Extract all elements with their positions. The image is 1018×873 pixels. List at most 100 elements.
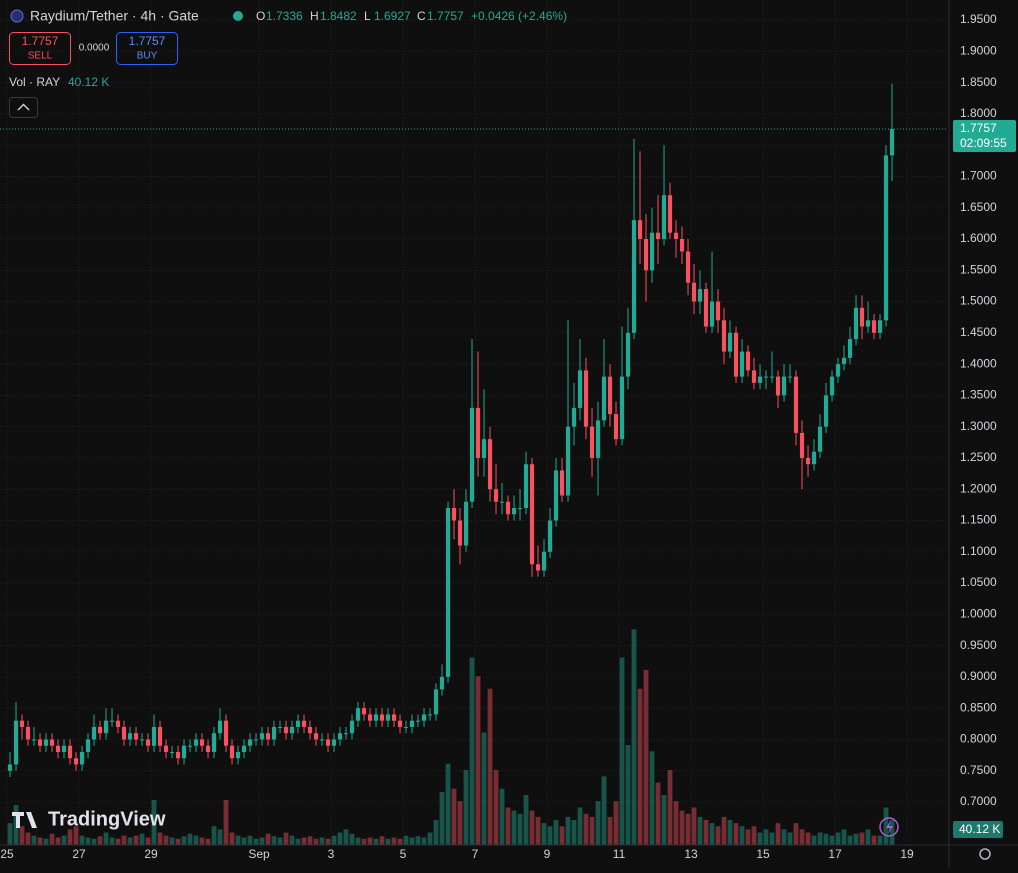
volume-bar (649, 751, 655, 845)
candle-body (85, 739, 91, 752)
volume-bar (541, 823, 547, 845)
candle-body (625, 332, 631, 377)
symbol-title[interactable]: Raydium/Tether · 4h · Gate (30, 8, 199, 24)
candle-body (133, 733, 139, 740)
candle-body (763, 376, 769, 378)
volume-bar (787, 832, 793, 845)
volume-bar (25, 832, 31, 845)
collapse-button[interactable] (9, 97, 38, 118)
candle-body (199, 739, 205, 746)
volume-bar (361, 838, 367, 845)
settings-button[interactable] (979, 848, 991, 860)
volume-bar (529, 810, 535, 845)
volume-bar (253, 838, 259, 845)
volume-bar (115, 838, 121, 845)
candle-body (685, 251, 691, 283)
candle-body (235, 751, 241, 759)
candle-body (805, 457, 811, 465)
y-tick-label: 1.5500 (960, 262, 997, 276)
candle-body (55, 745, 61, 752)
volume-bar (151, 800, 157, 845)
volume-bar (145, 837, 151, 845)
x-tick-label: 13 (684, 847, 698, 861)
x-tick-label: 27 (72, 847, 86, 861)
candle-body (37, 739, 43, 746)
volume-bar (673, 801, 679, 845)
collapse-icon (17, 103, 30, 111)
volume-bar (121, 835, 127, 845)
candle-body (271, 726, 277, 740)
volume-bar (613, 801, 619, 845)
volume-bar (331, 835, 337, 845)
candle-body (841, 357, 847, 365)
candle-body (607, 376, 613, 415)
candle-body (127, 733, 133, 740)
volume-bar (637, 688, 643, 845)
volume-bar (19, 826, 25, 845)
buy-price: 1.7757 (129, 34, 166, 48)
volume-bar (391, 837, 397, 845)
candle-body (19, 720, 25, 727)
candle-body (61, 745, 67, 752)
volume-bar (187, 833, 193, 845)
candle-body (283, 726, 289, 734)
ohlc-value: 1.7336 (266, 9, 303, 23)
volume-bar (487, 688, 493, 845)
lightning-button[interactable] (879, 817, 899, 837)
volume-bar (691, 807, 697, 845)
volume-bar (247, 835, 253, 845)
volume-bar (571, 820, 577, 845)
candle-body (541, 551, 547, 571)
candle-body (265, 733, 271, 740)
candle-body (823, 395, 829, 427)
volume-title: Vol · RAY (9, 75, 60, 89)
volume-bar (877, 835, 883, 845)
volume-bar (397, 838, 403, 845)
volume-bar (127, 837, 133, 845)
candle-body (337, 733, 343, 740)
buy-label: BUY (137, 51, 158, 62)
market-status[interactable] (233, 11, 243, 21)
candle-body (13, 720, 19, 765)
sell-button[interactable] (9, 32, 71, 65)
y-tick-label: 1.2500 (960, 450, 997, 464)
y-tick-label: 1.8000 (960, 106, 997, 120)
candle-body (745, 351, 751, 371)
volume-bar (445, 763, 451, 845)
candle-body (877, 320, 883, 333)
candle-body (445, 507, 451, 677)
ohlc-key: O (256, 9, 265, 23)
buy-button[interactable] (116, 32, 178, 65)
candle-body (697, 289, 703, 302)
volume-bar (583, 813, 589, 845)
candle-body (67, 745, 73, 759)
x-tick-label: 5 (400, 847, 407, 861)
volume-bar (727, 820, 733, 845)
candle-body (649, 232, 655, 271)
candle-body (673, 232, 679, 239)
volume-bar (73, 826, 79, 845)
candle-body (319, 739, 325, 741)
volume-bar (181, 836, 187, 845)
volume-bar (565, 816, 571, 845)
volume-bar (325, 838, 331, 845)
y-tick-label: 1.7000 (960, 169, 997, 183)
candle-body (517, 507, 523, 509)
x-tick-label: 29 (144, 847, 158, 861)
candle-body (295, 720, 301, 727)
y-tick-label: 1.9000 (960, 43, 997, 57)
volume-bar (175, 838, 181, 845)
volume-bar (457, 801, 463, 845)
volume-bar (781, 829, 787, 845)
candle-body (631, 220, 637, 333)
volume-bar (817, 832, 823, 845)
volume-bar (283, 832, 289, 845)
volume-bar (241, 837, 247, 845)
candle-body (433, 689, 439, 715)
candle-body (829, 376, 835, 396)
volume-bar (91, 838, 97, 845)
candle-body (169, 751, 175, 753)
volume-bar (301, 837, 307, 845)
volume-bar (871, 835, 877, 845)
candle-body (193, 739, 199, 746)
